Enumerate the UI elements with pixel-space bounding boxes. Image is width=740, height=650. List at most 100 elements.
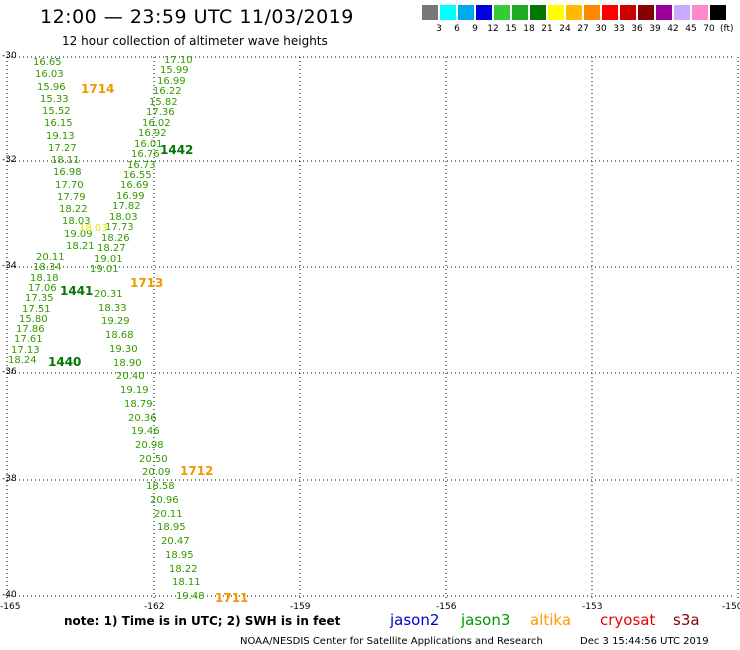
- wave-height-value-highlight: 18.03: [79, 223, 108, 234]
- colorbar-label: 21: [541, 24, 553, 34]
- wave-height-value: 18.26: [101, 233, 130, 244]
- colorbar-swatch: [440, 5, 456, 20]
- colorbar-label: 36: [631, 24, 643, 34]
- wave-height-value: 16.99: [116, 191, 145, 202]
- colorbar-swatch: [494, 5, 510, 20]
- wave-height-value: 18.33: [98, 303, 127, 314]
- colorbar-label: 39: [649, 24, 661, 34]
- wave-height-value: 18.21: [66, 241, 95, 252]
- longitude-label: -150: [722, 602, 740, 612]
- wave-height-value: 20.47: [161, 536, 190, 547]
- satellite-legend-altika: altika: [530, 611, 572, 629]
- colorbar-swatch: [548, 5, 564, 20]
- wave-height-value: 20.09: [142, 467, 171, 478]
- colorbar-swatch: [602, 5, 618, 20]
- colorbar-label: 9: [472, 24, 478, 34]
- wave-height-value: 20.31: [94, 289, 123, 300]
- pass-time-label: 1711: [215, 591, 249, 605]
- wave-height-value: 16.02: [142, 118, 171, 129]
- colorbar-label: 30: [595, 24, 607, 34]
- wave-height-value: 19.09: [64, 229, 93, 240]
- wave-height-value: 15.96: [37, 82, 66, 93]
- wave-height-value: 18.95: [165, 550, 194, 561]
- wave-height-value: 19.29: [101, 316, 130, 327]
- colorbar-swatch: [422, 5, 438, 20]
- pass-time-label: 1442: [160, 143, 194, 157]
- wave-height-value: 15.52: [42, 106, 71, 117]
- wave-height-value: 18.18: [30, 273, 59, 284]
- wave-height-value: 18.95: [157, 522, 186, 533]
- colorbar-swatch: [530, 5, 546, 20]
- wave-height-value: 17.70: [55, 180, 84, 191]
- wave-height-value: 19.30: [109, 344, 138, 355]
- wave-height-value: 16.01: [134, 139, 163, 150]
- wave-height-value: 18.58: [146, 481, 175, 492]
- wave-height-value: 20.11: [36, 252, 65, 263]
- wave-height-value: 19.01: [90, 264, 119, 275]
- pass-time-label: 1441: [60, 284, 94, 298]
- wave-height-value: 17.10: [164, 55, 193, 66]
- colorbar-swatch: [584, 5, 600, 20]
- wave-height-value: 18.03: [109, 212, 138, 223]
- wave-height-value: 18.22: [59, 204, 88, 215]
- wave-height-value: 17.36: [146, 107, 175, 118]
- colorbar-label: 27: [577, 24, 589, 34]
- wave-height-value: 16.99: [157, 76, 186, 87]
- colorbar-label: 12: [487, 24, 499, 34]
- colorbar-label: 45: [685, 24, 697, 34]
- map-title: 12:00 — 23:59 UTC 11/03/2019: [40, 6, 354, 28]
- pass-time-label: 1712: [180, 464, 214, 478]
- pass-time-label: 1440: [48, 355, 82, 369]
- latitude-label: -38: [2, 474, 17, 484]
- wave-height-value: 17.27: [48, 143, 77, 154]
- wave-height-value: 20.98: [135, 440, 164, 451]
- longitude-label: -159: [290, 602, 311, 612]
- colorbar-swatch: [692, 5, 708, 20]
- wave-height-value: 16.69: [120, 180, 149, 191]
- wave-height-value: 18.79: [124, 399, 153, 410]
- colorbar-swatch: [674, 5, 690, 20]
- satellite-legend-s3a: s3a: [673, 611, 700, 629]
- footnote: note: 1) Time is in UTC; 2) SWH is in fe…: [64, 614, 341, 628]
- wave-height-value: 19.48: [176, 591, 205, 602]
- wave-height-value: 18.22: [169, 564, 198, 575]
- latitude-label: -30: [2, 51, 17, 61]
- map-subtitle: 12 hour collection of altimeter wave hei…: [62, 34, 328, 48]
- pass-time-label: 1713: [130, 276, 164, 290]
- credit-line: NOAA/NESDIS Center for Satellite Applica…: [240, 636, 543, 647]
- colorbar-swatch: [620, 5, 636, 20]
- wave-height-value: 19.13: [46, 131, 75, 142]
- colorbar-label: 6: [454, 24, 460, 34]
- wave-height-value: 16.76: [131, 149, 160, 160]
- latitude-label: -34: [2, 261, 17, 271]
- wave-height-value: 19.46: [131, 426, 160, 437]
- wave-height-value: 18.03: [62, 216, 91, 227]
- colorbar-swatch: [638, 5, 654, 20]
- longitude-label: -156: [436, 602, 457, 612]
- wave-height-value: 16.92: [138, 128, 167, 139]
- longitude-label: -162: [144, 602, 165, 612]
- wave-height-value: 20.96: [150, 495, 179, 506]
- wave-height-value: 20.11: [154, 509, 183, 520]
- colorbar-label: 18: [523, 24, 535, 34]
- wave-height-value: 15.80: [19, 314, 48, 325]
- wave-height-value: 16.73: [127, 160, 156, 171]
- wave-height-value: 18.24: [8, 355, 37, 366]
- wave-height-value: 16.55: [123, 170, 152, 181]
- wave-height-value: 20.50: [139, 454, 168, 465]
- wave-height-value: 15.33: [40, 94, 69, 105]
- wave-height-value: 19.01: [94, 254, 123, 265]
- longitude-label: -153: [582, 602, 603, 612]
- colorbar-label: 42: [667, 24, 679, 34]
- wave-height-value: 18.90: [113, 358, 142, 369]
- latitude-label: -36: [2, 367, 17, 377]
- colorbar-label: 70: [703, 24, 715, 34]
- wave-height-value: 17.51: [22, 304, 51, 315]
- colorbar-label: 3: [436, 24, 442, 34]
- wave-height-value: 16.15: [44, 118, 73, 129]
- wave-height-value: 18.11: [51, 155, 80, 166]
- latitude-label: -40: [2, 590, 17, 600]
- wave-height-value: 17.61: [14, 334, 43, 345]
- satellite-legend-jason2: jason2: [390, 611, 440, 629]
- wave-height-value: 16.98: [53, 167, 82, 178]
